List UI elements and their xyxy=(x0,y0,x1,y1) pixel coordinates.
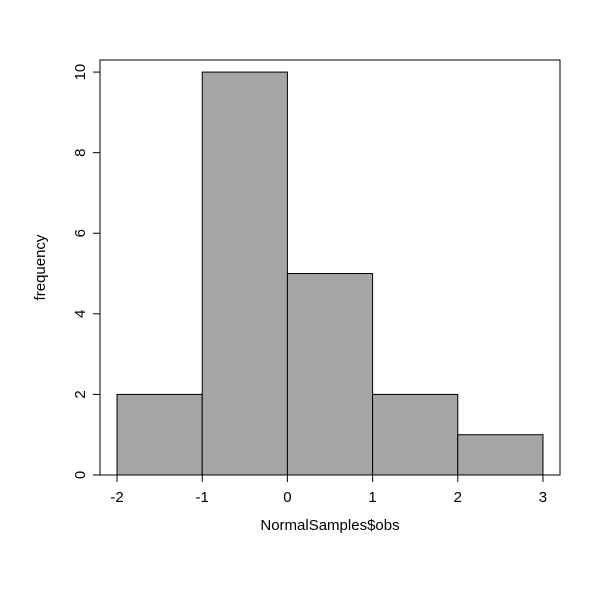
histogram-bar xyxy=(117,394,202,475)
y-axis-label: frequency xyxy=(32,234,49,300)
y-tick-label: 2 xyxy=(72,390,89,398)
y-tick-label: 10 xyxy=(72,64,89,81)
histogram-bar xyxy=(373,394,458,475)
histogram-chart: -2 -1 0 1 2 3 0 2 4 6 8 10 NormalSamples$obs frequenc… xyxy=(0,0,591,590)
chart-svg: -2 -1 0 1 2 3 0 2 4 6 8 10 NormalSamples$obs frequenc… xyxy=(0,0,591,590)
x-tick-label: 1 xyxy=(368,489,376,506)
x-tick-label: 3 xyxy=(539,489,547,506)
x-tick-label: -1 xyxy=(196,489,209,506)
y-tick-label: 8 xyxy=(72,148,89,156)
histogram-bar xyxy=(458,435,543,475)
y-tick-label: 0 xyxy=(72,471,89,479)
x-tick-label: 2 xyxy=(454,489,462,506)
y-tick-label: 6 xyxy=(72,229,89,237)
x-axis-label: NormalSamples$obs xyxy=(260,517,399,534)
x-tick-label: 0 xyxy=(283,489,291,506)
y-tick-label: 4 xyxy=(72,310,89,318)
histogram-bar xyxy=(202,72,287,475)
x-tick-label: -2 xyxy=(110,489,123,506)
histogram-bar xyxy=(287,274,372,475)
